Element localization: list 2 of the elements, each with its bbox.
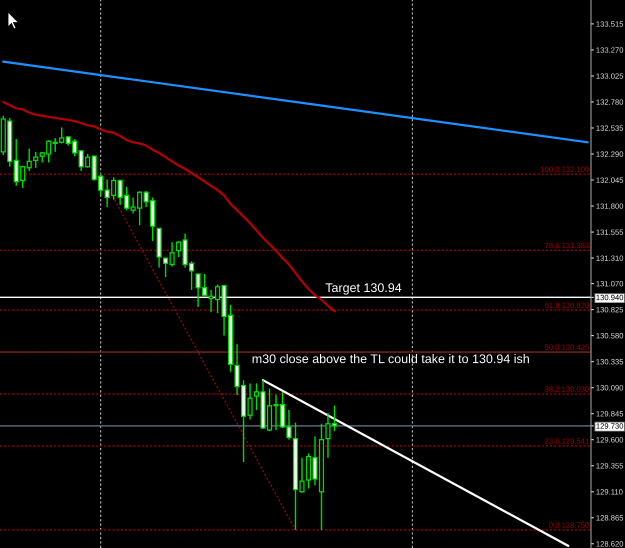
annotation: m30 close above the TL could take it to 130.94 ish [252,354,529,364]
ref-line-label: Target 130.94 [326,283,402,295]
